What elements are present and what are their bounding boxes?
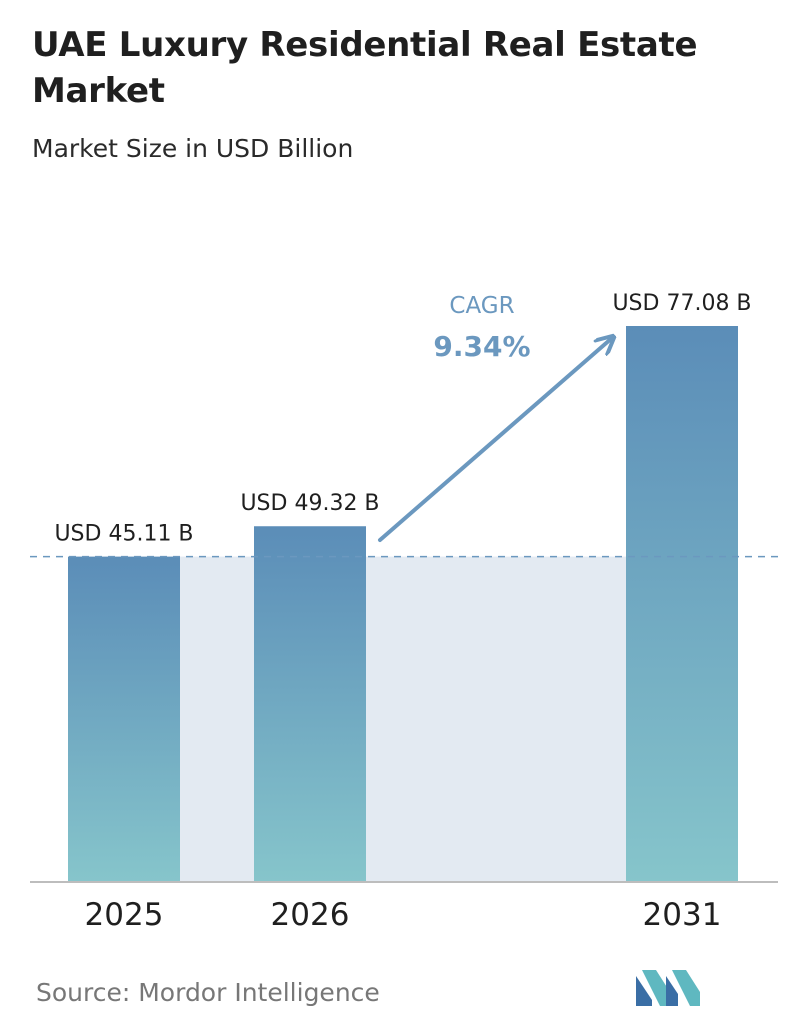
category-label-2026: 2026: [271, 897, 350, 933]
cagr-value: 9.34%: [433, 330, 530, 363]
band-layer: [180, 556, 626, 882]
reference-band-1: [180, 556, 254, 882]
category-label-2031: 2031: [643, 897, 722, 933]
value-label-2026: USD 49.32 B: [240, 491, 379, 516]
bar-2031: [626, 326, 738, 882]
category-label-2025: 2025: [85, 897, 164, 933]
value-label-2031: USD 77.08 B: [612, 291, 751, 316]
bar-layer: [68, 326, 738, 882]
value-label-2025: USD 45.11 B: [54, 522, 193, 547]
label-layer: USD 45.11 B 2025 USD 49.32 B 2026 USD 77.08 …: [54, 291, 751, 933]
chart-subtitle: Market Size in USD Billion: [32, 134, 354, 163]
reference-band-2: [366, 556, 626, 882]
bar-2025: [68, 556, 180, 882]
bar-2026: [254, 526, 366, 882]
cagr-arrow: [378, 338, 612, 542]
cagr-label: CAGR: [449, 293, 514, 319]
chart-title: UAE Luxury Residential Real Estate Marke…: [32, 25, 698, 111]
mordor-intelligence-logo-icon: [636, 970, 700, 1006]
source-text: Source: Mordor Intelligence: [36, 978, 380, 1007]
